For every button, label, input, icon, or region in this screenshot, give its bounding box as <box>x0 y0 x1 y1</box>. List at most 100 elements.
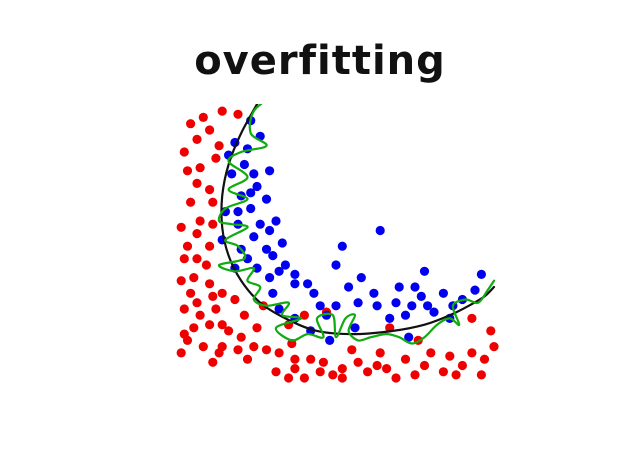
red-point <box>192 254 202 264</box>
blue-point <box>265 225 275 236</box>
blue-point <box>391 298 401 308</box>
red-point <box>192 178 202 188</box>
red-point <box>290 364 300 374</box>
red-point <box>306 354 316 364</box>
blue-point <box>252 181 262 192</box>
red-point <box>375 348 385 358</box>
blue-point <box>438 288 448 298</box>
blue-point <box>350 323 360 333</box>
red-point <box>372 360 382 371</box>
blue-point <box>268 251 278 261</box>
overfit-decision-boundary <box>217 104 496 345</box>
red-point <box>445 351 455 361</box>
red-point <box>195 163 205 173</box>
red-point <box>198 342 208 352</box>
red-point <box>189 323 199 333</box>
red-point <box>242 354 253 364</box>
blue-point <box>394 282 404 292</box>
smooth-decision-boundary <box>220 104 496 336</box>
red-point <box>192 298 202 308</box>
red-point <box>186 288 196 298</box>
red-point <box>182 241 193 251</box>
blue-point <box>274 266 284 276</box>
red-point <box>410 370 420 380</box>
red-point <box>214 141 224 151</box>
blue-point <box>356 273 366 283</box>
red-point <box>211 304 221 314</box>
blue-point <box>249 169 259 179</box>
blue-point <box>303 279 313 289</box>
red-point <box>337 373 347 383</box>
blue-point <box>476 269 486 279</box>
red-point <box>233 345 243 355</box>
red-point <box>284 373 294 383</box>
blue-point <box>353 298 363 308</box>
red-point <box>205 320 215 330</box>
red-point <box>224 326 234 336</box>
blue-point <box>265 166 275 176</box>
red-point <box>182 166 193 176</box>
red-point <box>467 348 477 358</box>
red-point <box>179 147 189 157</box>
blue-point <box>227 169 237 179</box>
red-point <box>290 354 300 364</box>
blue-point <box>246 188 256 198</box>
red-point <box>315 367 325 377</box>
red-point <box>186 119 196 129</box>
red-point <box>211 153 221 163</box>
red-point <box>198 112 208 122</box>
red-point <box>347 345 357 355</box>
red-point <box>457 360 467 371</box>
red-point <box>489 342 499 352</box>
red-point <box>239 310 249 320</box>
blue-point <box>385 313 395 323</box>
red-point <box>195 310 205 320</box>
red-point <box>205 125 215 135</box>
blue-point <box>265 273 275 283</box>
red-point <box>186 197 196 207</box>
red-point <box>182 335 193 345</box>
red-point <box>217 106 227 116</box>
red-point <box>363 367 373 377</box>
diagram-title: overfitting <box>194 38 446 84</box>
red-point <box>479 354 490 364</box>
red-point <box>208 357 218 367</box>
red-point <box>233 109 243 119</box>
red-point <box>176 348 186 358</box>
red-point <box>192 134 202 144</box>
blue-point <box>261 244 272 254</box>
blue-point <box>429 307 439 317</box>
blue-point <box>249 232 259 242</box>
blue-point <box>280 260 290 270</box>
blue-point <box>369 288 379 298</box>
red-point <box>205 185 215 195</box>
red-point <box>328 370 338 380</box>
red-point <box>214 348 224 358</box>
red-point <box>179 254 189 264</box>
blue-point <box>470 285 480 295</box>
blue-point <box>407 301 417 311</box>
blue-point <box>372 301 382 311</box>
red-point <box>261 345 272 355</box>
red-point <box>299 373 309 383</box>
blue-point <box>246 203 256 214</box>
blue-point <box>375 225 385 236</box>
red-point <box>189 273 199 283</box>
blue-point <box>309 288 319 298</box>
red-point <box>205 279 215 289</box>
red-point <box>201 260 211 270</box>
red-point <box>438 367 448 377</box>
blue-point <box>416 291 426 301</box>
red-point <box>467 313 477 323</box>
red-point <box>419 360 430 371</box>
blue-point <box>419 266 430 276</box>
red-point <box>217 320 227 330</box>
red-point <box>382 364 392 374</box>
blue-point <box>268 288 278 298</box>
red-point <box>208 197 218 207</box>
blue-point <box>271 216 281 226</box>
blue-point <box>423 301 433 311</box>
blue-point <box>400 310 411 320</box>
